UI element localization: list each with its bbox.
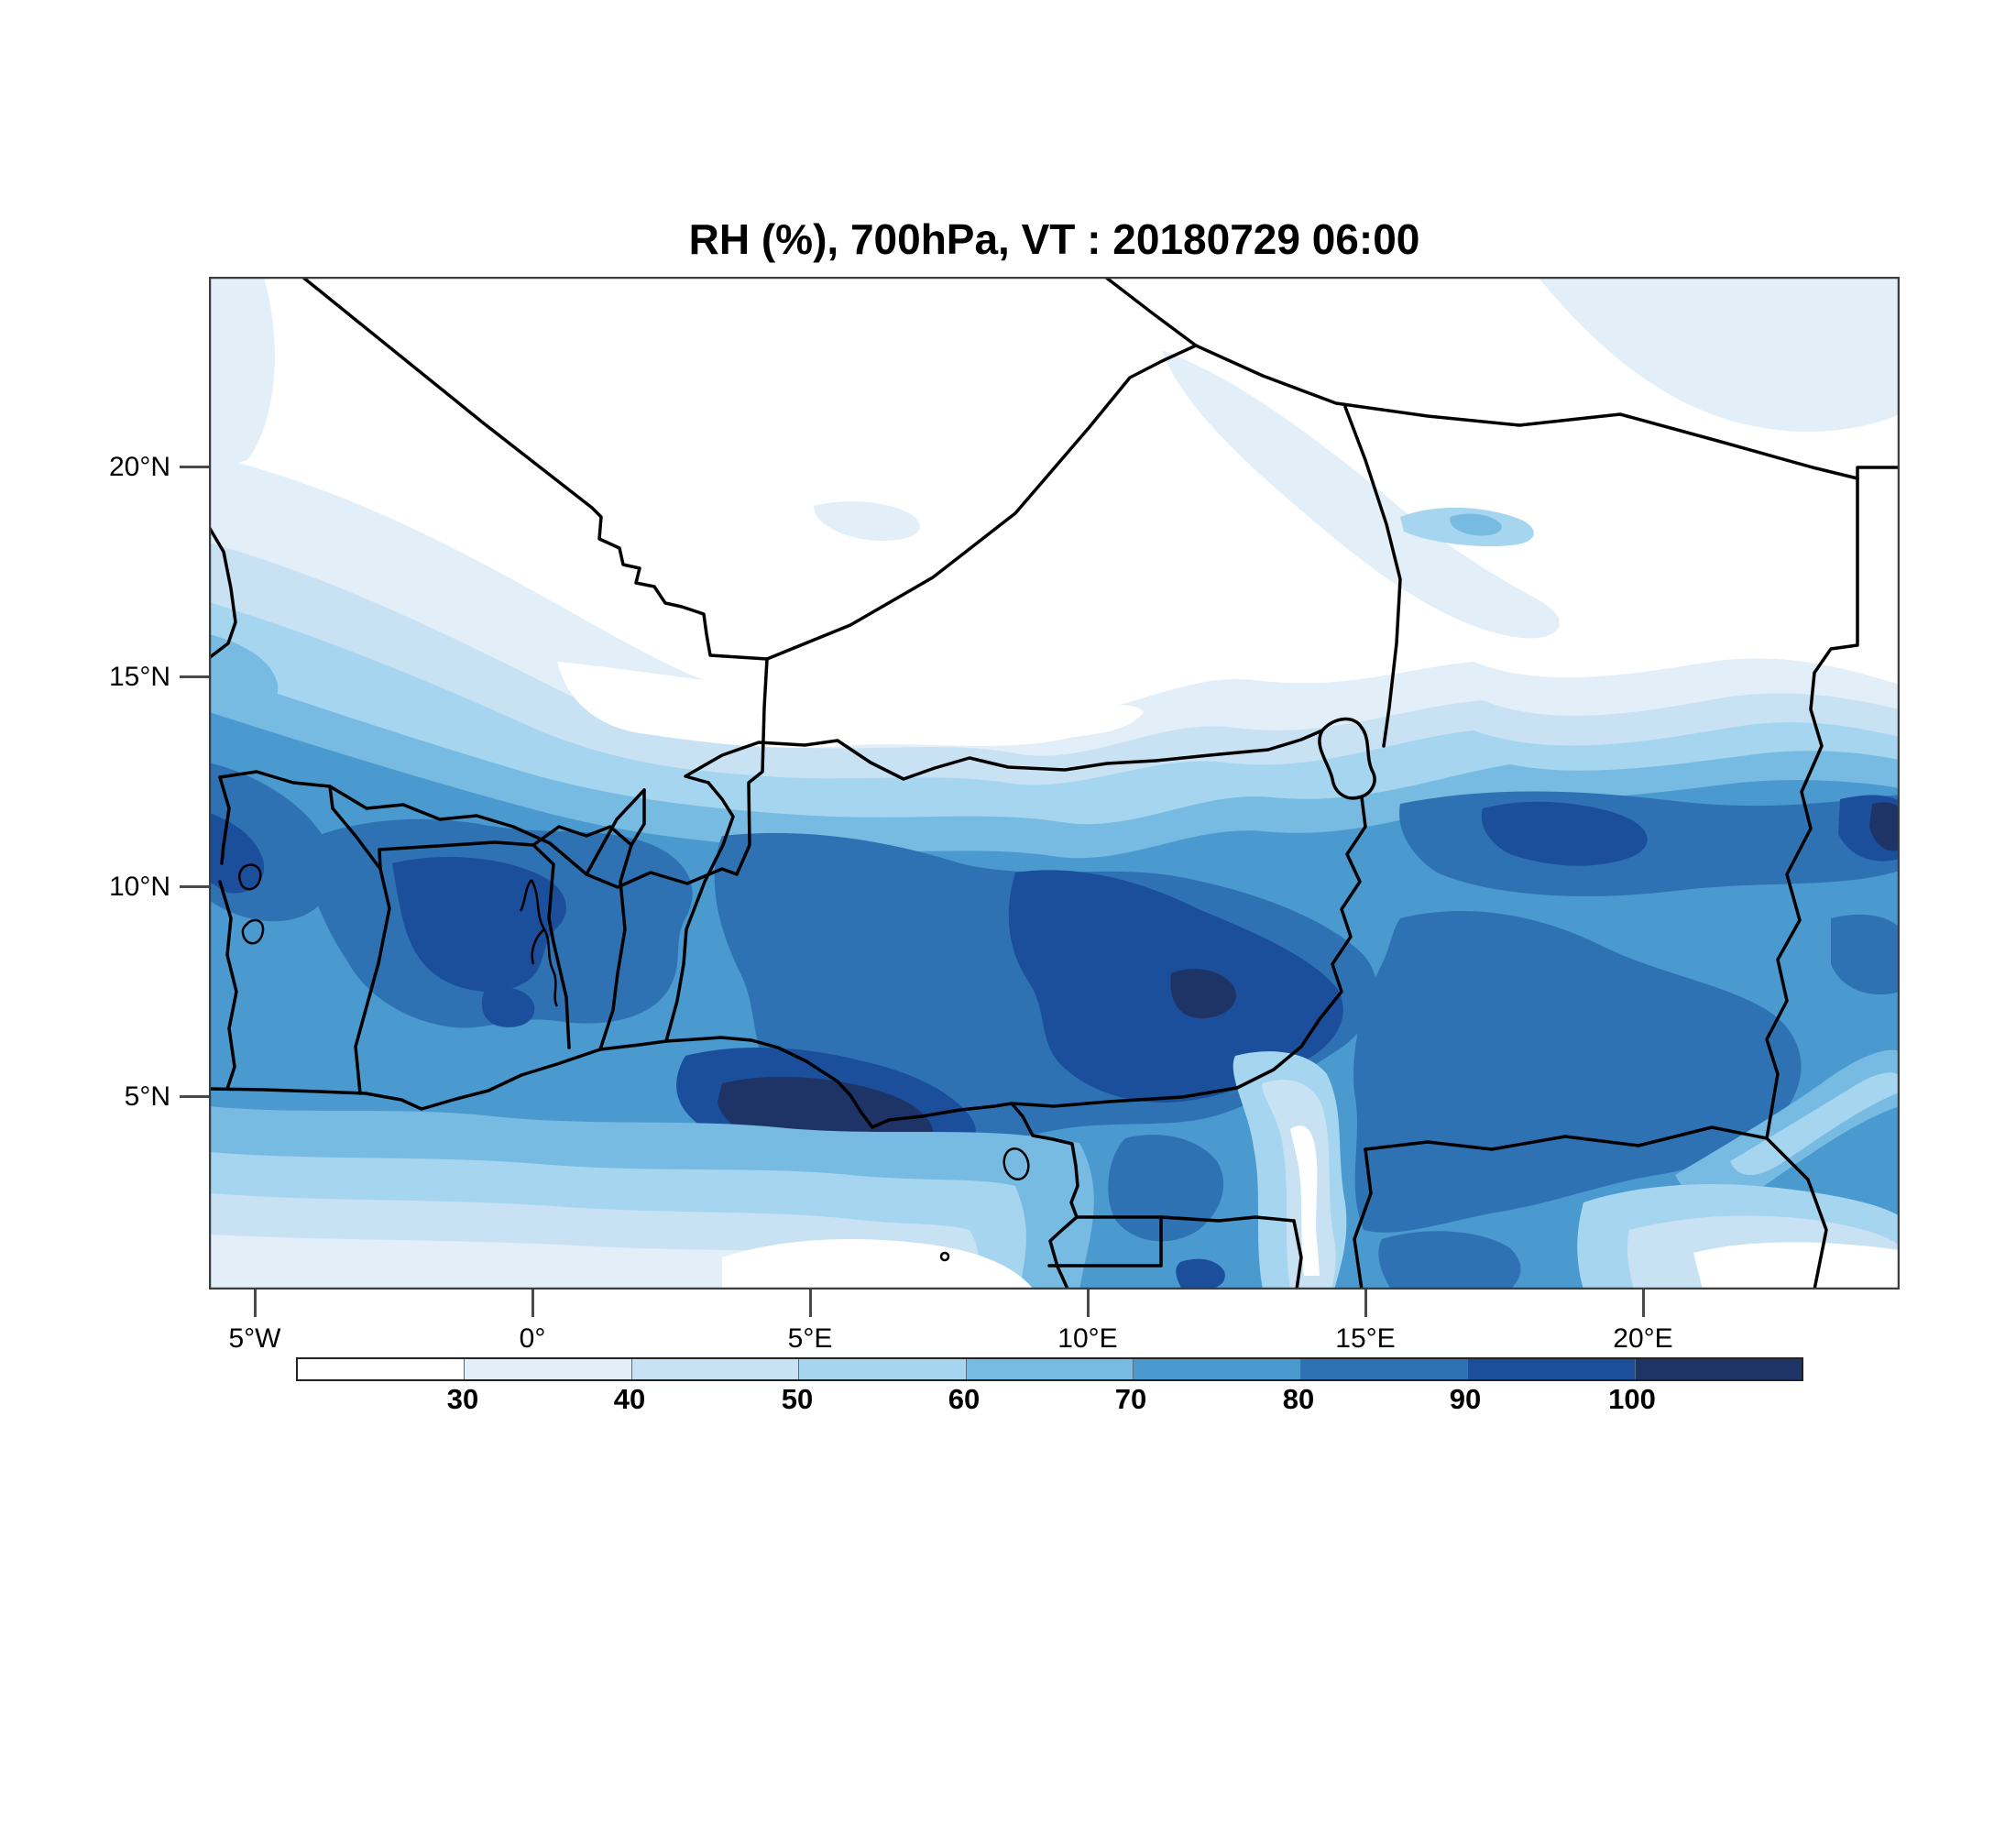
colorbar-legend [296, 1357, 1803, 1381]
colorbar-tick-label: 80 [1282, 1383, 1315, 1415]
y-tick-label: 5°N [124, 1081, 170, 1112]
colorbar-segment [965, 1359, 1134, 1379]
y-tick-15n [180, 675, 209, 678]
lakes-islands [238, 863, 1030, 1262]
page-title: RH (%), 700hPa, VT : 20180729 06:00 [688, 215, 1420, 263]
y-tick-10n [180, 885, 209, 888]
colorbar-segment [298, 1359, 465, 1379]
colorbar-segment [798, 1359, 966, 1379]
y-tick-20n [180, 466, 209, 468]
colorbar-tick-label: 70 [1114, 1383, 1147, 1415]
rh-contour-map [209, 277, 1900, 1290]
map-frame-border [209, 277, 1900, 1290]
colorbar-tick-label: 90 [1449, 1383, 1482, 1415]
y-tick-label: 15°N [108, 662, 170, 692]
x-tick-label: 10°E [1057, 1323, 1118, 1354]
colorbar-tick-label: 40 [613, 1383, 646, 1415]
x-tick-label: 5°W [228, 1323, 281, 1354]
country-borders [209, 277, 1900, 1290]
map-panel [209, 277, 1900, 1290]
colorbar-segment [1467, 1359, 1635, 1379]
colorbar-segment [630, 1359, 799, 1379]
x-tick-label: 5°E [787, 1323, 833, 1354]
x-tick-10e [1087, 1290, 1090, 1317]
colorbar-segment [1299, 1359, 1468, 1379]
y-tick-label: 10°N [108, 872, 170, 902]
colorbar-tick-label: 50 [781, 1383, 814, 1415]
x-tick-15e [1364, 1290, 1367, 1317]
x-tick-label: 0° [519, 1323, 546, 1354]
colorbar-tick-label: 60 [948, 1383, 981, 1415]
colorbar-segment [1133, 1359, 1300, 1379]
colorbar-tick-label: 30 [446, 1383, 479, 1415]
x-tick-label: 20°E [1613, 1323, 1673, 1354]
colorbar-tick-label: 100 [1608, 1383, 1656, 1415]
x-tick-5e [809, 1290, 812, 1317]
x-tick-0 [531, 1290, 534, 1317]
y-tick-5n [180, 1095, 209, 1098]
y-tick-label: 20°N [108, 452, 170, 482]
colorbar-segment [464, 1359, 631, 1379]
x-tick-5w [254, 1290, 257, 1317]
colorbar-segment [1634, 1359, 1802, 1379]
x-tick-label: 15°E [1335, 1323, 1396, 1354]
x-tick-20e [1642, 1290, 1645, 1317]
